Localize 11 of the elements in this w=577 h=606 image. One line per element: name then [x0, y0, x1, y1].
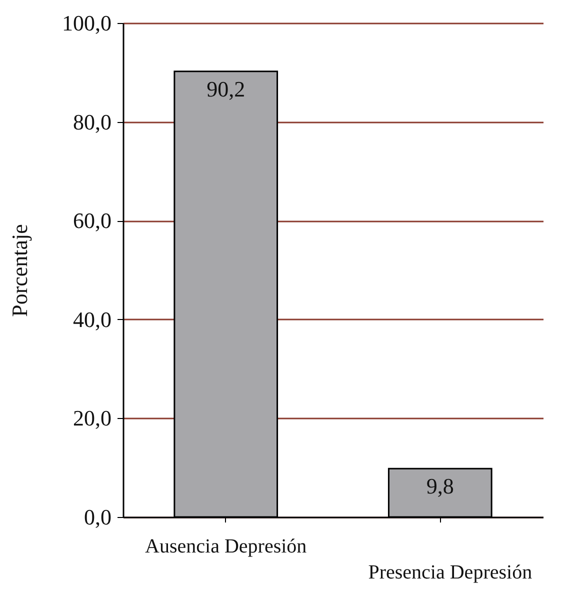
- y-tick-label: 100,0: [62, 10, 112, 36]
- x-tick-label: Ausencia Depresión: [145, 536, 307, 558]
- y-tick-label: 20,0: [73, 406, 112, 431]
- data-label: 9,8: [426, 474, 454, 499]
- x-tick-label: Presencia Depresión: [368, 562, 532, 584]
- data-label: 90,2: [206, 76, 246, 102]
- y-tick-label: 0,0: [84, 504, 112, 530]
- y-tick-label: 60,0: [73, 208, 112, 234]
- y-axis-title: Porcentaje: [7, 224, 32, 317]
- y-tick-label: 80,0: [73, 109, 112, 134]
- y-tick-label: 40,0: [73, 306, 112, 332]
